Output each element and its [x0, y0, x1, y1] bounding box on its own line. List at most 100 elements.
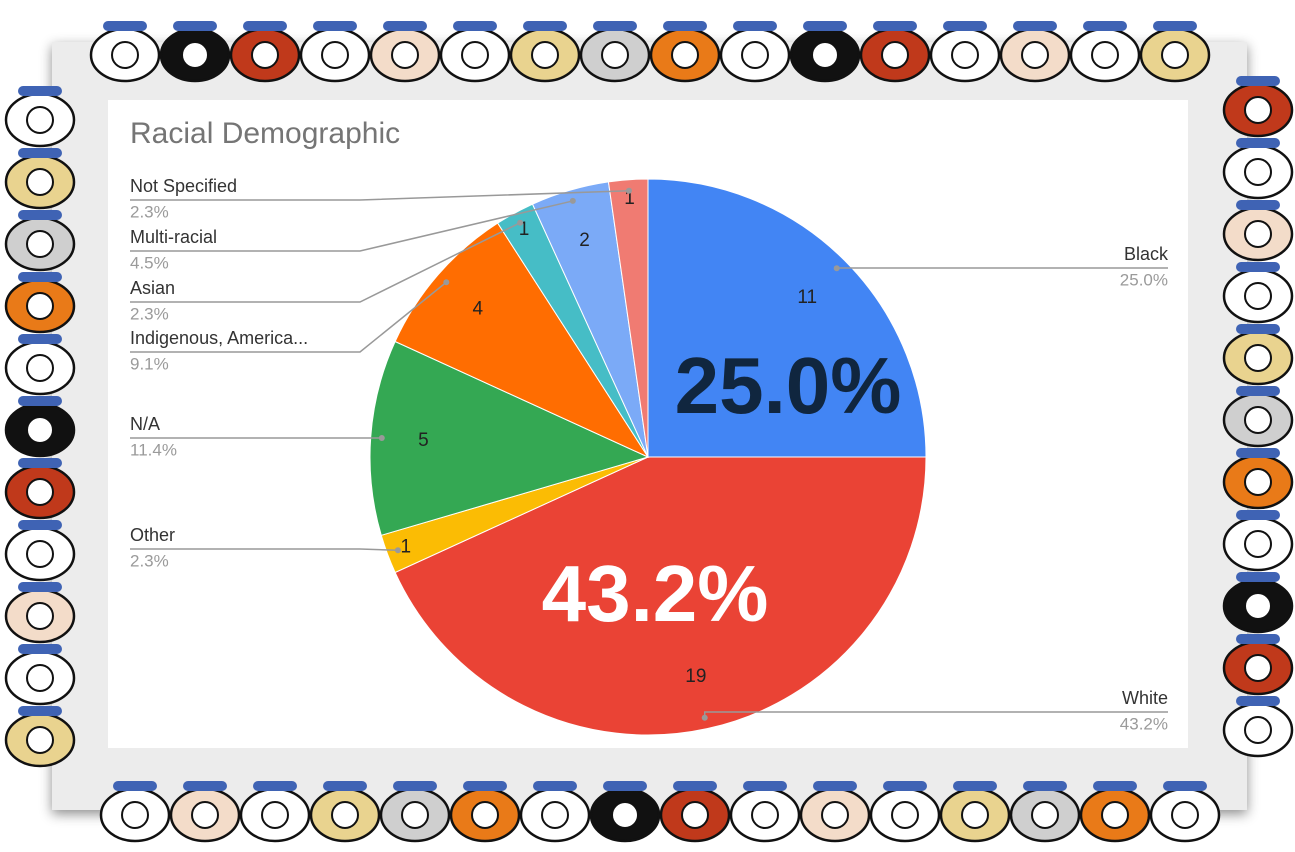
figure-chair [453, 21, 497, 31]
legend-label: N/A [130, 414, 160, 434]
figure-head [1244, 592, 1272, 620]
figure-head [471, 801, 499, 829]
leader-dot [517, 219, 524, 226]
percent-label: 2.3% [130, 551, 169, 570]
figure-head [1021, 41, 1049, 69]
figure-chair [1236, 572, 1280, 582]
figure-chair [523, 21, 567, 31]
figure-head [1244, 406, 1272, 434]
percent-label: 25.0% [1120, 270, 1168, 289]
figure-head [821, 801, 849, 829]
figure-head [461, 41, 489, 69]
figure-chair [1153, 21, 1197, 31]
figure-head [601, 41, 629, 69]
slice-value-label: 11 [797, 287, 817, 308]
figure-chair [18, 148, 62, 158]
figure-chair [243, 21, 287, 31]
figure-head [26, 106, 54, 134]
figure-head [391, 41, 419, 69]
slice-value-label: 1 [400, 536, 411, 557]
percent-label: 2.3% [130, 304, 169, 323]
figure-chair [18, 458, 62, 468]
legend-label: Multi-racial [130, 227, 217, 247]
figure-chair [383, 21, 427, 31]
figure-head [1161, 41, 1189, 69]
figure-head [541, 801, 569, 829]
figure-head [26, 478, 54, 506]
leader-line [130, 548, 398, 552]
figure-head [671, 41, 699, 69]
percent-label: 4.5% [130, 253, 169, 272]
figure-chair [463, 781, 507, 791]
legend-label: Black [1124, 244, 1169, 264]
figure-chair [1236, 510, 1280, 520]
figure-head [881, 41, 909, 69]
figure-chair [393, 781, 437, 791]
leader-dot [625, 187, 632, 194]
leader-line [130, 190, 629, 201]
figure-head [251, 41, 279, 69]
figure-head [26, 540, 54, 568]
figure-head [26, 292, 54, 320]
figure-chair [1236, 386, 1280, 396]
legend-label: Asian [130, 278, 175, 298]
figure-chair [323, 781, 367, 791]
figure-head [961, 801, 989, 829]
leader-line [130, 200, 573, 252]
leader-line [130, 222, 521, 303]
figure-chair [813, 781, 857, 791]
figure-chair [1163, 781, 1207, 791]
figure-chair [18, 706, 62, 716]
figure-head [121, 801, 149, 829]
figure-head [26, 416, 54, 444]
percent-label: 2.3% [130, 202, 169, 221]
figure-chair [1236, 262, 1280, 272]
figure-chair [943, 21, 987, 31]
figure-head [261, 801, 289, 829]
figure-head [531, 41, 559, 69]
figure-head [401, 801, 429, 829]
percent-label: 11.4% [130, 440, 177, 459]
leader-dot [378, 434, 385, 441]
figure-chair [103, 21, 147, 31]
figure-head [681, 801, 709, 829]
figure-chair [1236, 324, 1280, 334]
annotation: 43.2% [542, 549, 769, 638]
figure-head [321, 41, 349, 69]
figure-chair [803, 21, 847, 31]
figure-head [1244, 654, 1272, 682]
figure-chair [1093, 781, 1137, 791]
annotation: 25.0% [675, 341, 902, 430]
figure-chair [1083, 21, 1127, 31]
figure-chair [743, 781, 787, 791]
slice-value-label: 2 [579, 230, 590, 251]
chart-title: Racial Demographic [130, 117, 400, 150]
leader-dot [569, 197, 576, 204]
figure-chair [673, 781, 717, 791]
figure-chair [18, 86, 62, 96]
decoration [4, 21, 1294, 843]
figure-head [1101, 801, 1129, 829]
slice-value-label: 5 [418, 430, 429, 451]
figure-head [1244, 282, 1272, 310]
figure-chair [1236, 138, 1280, 148]
legend-label: White [1122, 688, 1168, 708]
leader-dot [394, 547, 401, 554]
figure-head [1171, 801, 1199, 829]
figure-chair [113, 781, 157, 791]
figure-head [1244, 468, 1272, 496]
figure-chair [18, 272, 62, 282]
figure-chair [173, 21, 217, 31]
figure-chair [18, 334, 62, 344]
percent-label: 43.2% [1120, 714, 1168, 733]
figure-chair [18, 396, 62, 406]
figure-head [1091, 41, 1119, 69]
figure-chair [183, 781, 227, 791]
leader-dot [833, 265, 840, 272]
figure-chair [603, 781, 647, 791]
figure-chair [533, 781, 577, 791]
figure-head [26, 602, 54, 630]
pie-slice [369, 340, 650, 536]
figure-chair [18, 582, 62, 592]
